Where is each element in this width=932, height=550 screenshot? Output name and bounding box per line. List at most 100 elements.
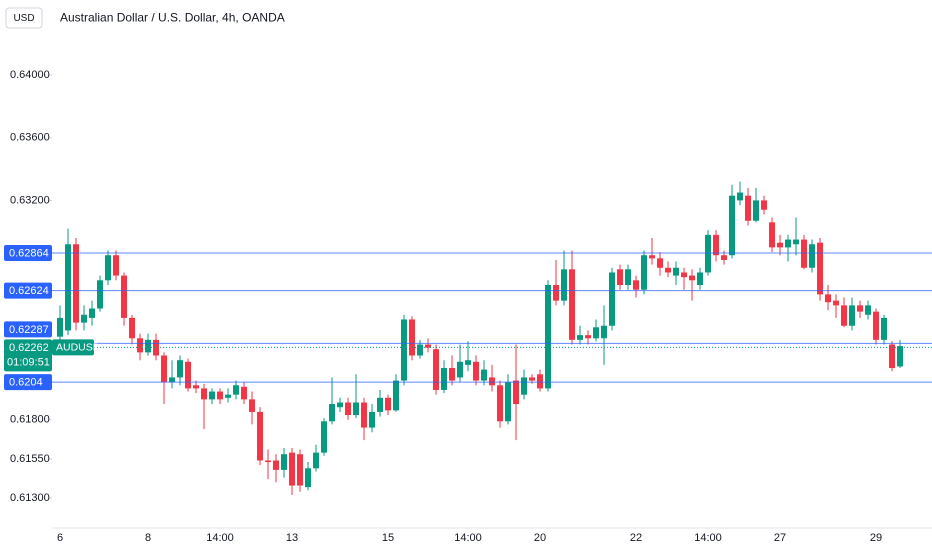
candle-body [801,239,807,268]
symbol-label: AUDUSD [56,342,101,354]
candle-body [537,374,543,389]
x-tick-label: 22 [630,532,642,544]
currency-box[interactable] [5,7,43,29]
candle-body [393,380,399,411]
candle-body [617,269,623,285]
candle-body [313,452,319,469]
x-tick-label: 6 [57,532,63,544]
candle-body [153,339,159,356]
level-label: 0.62624 [9,285,49,297]
candle-body [521,377,527,395]
candle-body [545,284,551,389]
candle-body [265,460,271,463]
candle-body [849,305,855,326]
candle-body [201,388,207,400]
candle-body [689,275,695,281]
chart-title: Australian Dollar / U.S. Dollar, 4h, OAN… [60,11,285,25]
level-label: 0.6204 [9,377,43,389]
candle-body [129,317,135,339]
candle-body [649,255,655,259]
candle-body [97,280,103,309]
candle-body [329,404,335,422]
x-tick-label: 14:00 [206,532,234,544]
candle-body [57,317,63,337]
candle-body [809,244,815,268]
y-tick-label: 0.63600 [10,132,50,144]
candle-body [81,314,87,323]
candle-body [841,305,847,326]
candle-body [361,402,367,428]
level-label: 0.62864 [9,247,49,259]
candle-body [857,305,863,312]
x-tick-label: 20 [534,532,546,544]
candle-body [737,192,743,201]
candle-body [817,242,823,295]
countdown: 01:09:51 [7,356,50,368]
candle-body [473,361,479,381]
candle-body [249,399,255,412]
candle-body [833,300,839,306]
candle-body [593,327,599,339]
candle-body [569,269,575,340]
candle-body [753,200,759,221]
level-label-box [4,245,52,262]
candle-body [145,339,151,353]
candle-body [601,325,607,339]
x-tick-label: 14:00 [454,532,482,544]
candle-body [233,385,239,395]
candle-body [305,468,311,488]
symbol-box [52,339,94,356]
candle-body [881,317,887,340]
overlay: 0.64000 0.63600 0.63200 0.61800 0.61550 0.613… [4,69,882,544]
x-tick-label: 15 [382,532,394,544]
y-tick-label: 0.63200 [10,194,50,206]
candle-body [577,335,583,340]
candle-body [217,391,223,400]
candle-body [337,402,343,408]
x-tick-label: 14:00 [694,532,722,544]
candle-body [529,377,535,381]
candle-body [761,200,767,210]
candle-body [433,349,439,390]
candle-body [897,346,903,367]
candle-body [497,385,503,422]
candle-body [281,454,287,470]
candle-body [161,355,167,383]
candle-body [585,335,591,339]
candle-body [513,380,519,405]
candle-body [505,382,511,422]
candle-body [297,454,303,486]
candle-body [633,280,639,290]
candle-body [665,267,671,273]
candle-body [889,344,895,369]
candle-body [225,394,231,398]
candle-body [793,239,799,245]
candle-body [321,421,327,453]
candle-body [121,275,127,318]
candle-body [713,234,719,256]
candle-body [769,222,775,248]
candle-body [609,272,615,326]
level-label-box [4,374,52,391]
candle-body [681,272,687,278]
currency[interactable]: USD [13,13,34,24]
x-tick-label: 27 [774,532,786,544]
candle-body [697,272,703,285]
candle-body [785,239,791,248]
x-tick-label: 29 [870,532,882,544]
candle-body [185,361,191,389]
candle-body [449,368,455,381]
candle-body [417,344,423,356]
candle-body [73,244,79,323]
candle-body [561,269,567,301]
level-label-box [4,321,52,338]
candle-body [873,311,879,340]
candle-body [825,294,831,303]
candle-body [465,360,471,365]
candle-body [177,360,183,378]
candle-body [137,338,143,353]
y-tick-label: 0.61300 [10,492,50,504]
candle-body [345,402,351,416]
